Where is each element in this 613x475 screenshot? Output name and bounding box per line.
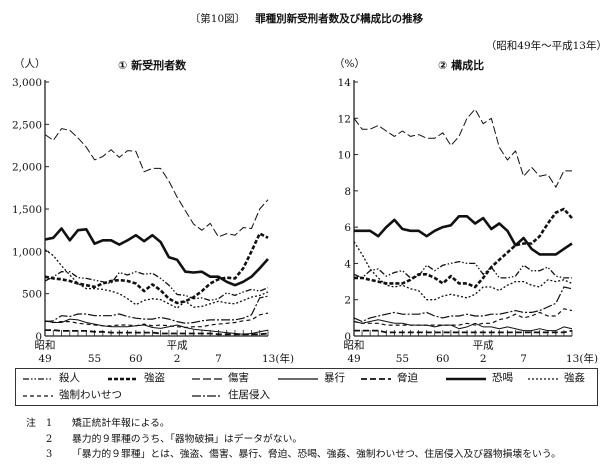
left-x-tick-label: 2 xyxy=(174,353,181,365)
figure-number: 〔第10図〕 xyxy=(189,13,246,25)
legend-label: 傷害 xyxy=(228,372,249,384)
left-series-line-1 xyxy=(44,232,269,305)
left-series-line-0 xyxy=(44,271,269,302)
left-series-line-4 xyxy=(45,329,269,336)
right-y-tick-label: 10 xyxy=(338,150,351,162)
left-series-line-6 xyxy=(44,249,269,309)
right-y-tick-label: 6 xyxy=(344,222,351,234)
right-y-tick-label: 8 xyxy=(344,186,351,198)
legend: 殺人 強盗 傷害 暴行 脅迫 恐喝 強姦強制わいせつ 住居侵入 xyxy=(15,368,598,406)
left-x-era-label: 昭和 xyxy=(35,340,56,352)
left-series-line-2 xyxy=(44,128,269,238)
right-y-tick-label: 14 xyxy=(338,77,352,89)
notes: 注 1 矯正統計年報による。 2 暴力的９罪種のうち、「器物破損」はデータがない。 3… xyxy=(26,416,561,463)
legend-line-swatch xyxy=(446,377,486,380)
legend-line-swatch xyxy=(108,377,138,380)
legend-label: 住居侵入 xyxy=(228,389,270,401)
right-series-line-8 xyxy=(353,286,573,323)
left-y-tick-label: 1,000 xyxy=(12,246,42,258)
legend-line-swatch xyxy=(528,377,558,380)
right-x-era-label: 平成 xyxy=(473,340,494,352)
left-y-tick-label: 2,500 xyxy=(12,119,42,131)
left-y-tick-label: 1,500 xyxy=(12,204,42,216)
right-series-line-7 xyxy=(353,308,573,326)
right-series-line-4 xyxy=(354,329,573,334)
right-y-tick-label: 0 xyxy=(344,331,351,343)
left-y-unit: （人） xyxy=(14,58,46,70)
legend-item: 強制わいせつ xyxy=(23,389,122,402)
left-chart: 0 500 1,000 1,500 2,000 2,500 3,000 昭和49 55 60 平成2… xyxy=(12,77,294,365)
legend-line-swatch xyxy=(361,377,391,380)
note-number: 3 xyxy=(46,449,53,460)
legend-line-swatch xyxy=(192,394,222,397)
left-y-tick-label: 2,000 xyxy=(12,162,42,174)
legend-item: 殺人 xyxy=(23,372,80,385)
legend-label: 殺人 xyxy=(59,372,80,384)
figure-title: 〔第10図〕 罪種別新受刑者数及び構成比の推移 xyxy=(0,11,613,26)
left-series-line-3 xyxy=(44,318,269,335)
legend-line-swatch xyxy=(23,377,53,380)
legend-label: 暴行 xyxy=(324,372,345,384)
left-y-tick-label: 500 xyxy=(22,289,42,301)
legend-item: 暴行 xyxy=(278,372,345,385)
left-y-tick-label: 0 xyxy=(35,331,42,343)
note-number: 1 xyxy=(46,418,53,429)
right-y-unit: （%） xyxy=(334,58,365,70)
left-series-line-8 xyxy=(44,295,269,324)
right-chart-title: ② 構成比 xyxy=(438,59,485,72)
left-x-tick-label: 60 xyxy=(129,353,142,365)
left-x-tick-label: 7 xyxy=(215,353,222,365)
legend-item: 強盗 xyxy=(108,372,165,385)
left-x-tick-label: 49 xyxy=(38,353,51,365)
right-series-line-3 xyxy=(353,319,573,332)
period-label: （昭和49年～平成13年） xyxy=(485,40,607,52)
note-text: 「暴力的９罪種」とは、強盗、傷害、暴行、脅迫、恐喝、強姦、強制わいせつ、住居侵入… xyxy=(72,449,561,460)
right-series-line-0 xyxy=(353,260,572,279)
left-x-era-label: 平成 xyxy=(167,340,188,352)
note-number: 2 xyxy=(46,433,53,445)
right-x-tick-label: 49 xyxy=(347,353,360,365)
left-series-line-5 xyxy=(44,227,269,287)
right-x-tick-label: 2 xyxy=(480,353,487,365)
legend-label: 強制わいせつ xyxy=(59,389,122,401)
legend-line-swatch xyxy=(23,394,53,397)
right-x-tick-label: 60 xyxy=(436,353,449,365)
legend-item: 恐喝 xyxy=(446,372,513,385)
right-x-tick-label: 13(年) xyxy=(566,352,598,365)
note-text: 矯正統計年報による。 xyxy=(72,418,170,429)
left-y-tick-label: 3,000 xyxy=(12,77,42,89)
notes-prefix: 注 xyxy=(26,418,36,429)
legend-item: 脅迫 xyxy=(361,372,418,385)
left-x-tick-label: 55 xyxy=(88,353,101,365)
left-series-line-7 xyxy=(44,312,269,329)
legend-item: 強姦 xyxy=(528,372,585,385)
legend-line-swatch xyxy=(192,377,222,380)
legend-item: 傷害 xyxy=(192,372,249,385)
legend-label: 強姦 xyxy=(564,372,585,384)
right-x-tick-label: 55 xyxy=(396,353,409,365)
right-y-tick-label: 4 xyxy=(344,258,351,270)
left-x-tick-label: 13(年) xyxy=(262,352,294,365)
legend-label: 恐喝 xyxy=(492,372,513,384)
right-series-line-1 xyxy=(354,207,573,289)
right-series-line-5 xyxy=(354,215,573,256)
right-y-tick-label: 12 xyxy=(338,113,351,125)
right-x-era-label: 昭和 xyxy=(344,340,365,352)
right-series-line-2 xyxy=(353,108,572,188)
right-y-tick-label: 2 xyxy=(344,295,351,307)
right-x-tick-label: 7 xyxy=(520,353,527,365)
legend-line-swatch xyxy=(278,377,318,380)
figure-title-text: 罪種別新受刑者数及び構成比の推移 xyxy=(255,13,424,25)
legend-label: 脅迫 xyxy=(397,372,418,384)
left-chart-title: ① 新受刑者数 xyxy=(118,59,187,72)
note-text: 暴力的９罪種のうち、「器物破損」はデータがない。 xyxy=(72,433,303,445)
legend-label: 強盗 xyxy=(144,372,165,384)
legend-item: 住居侵入 xyxy=(192,389,270,402)
